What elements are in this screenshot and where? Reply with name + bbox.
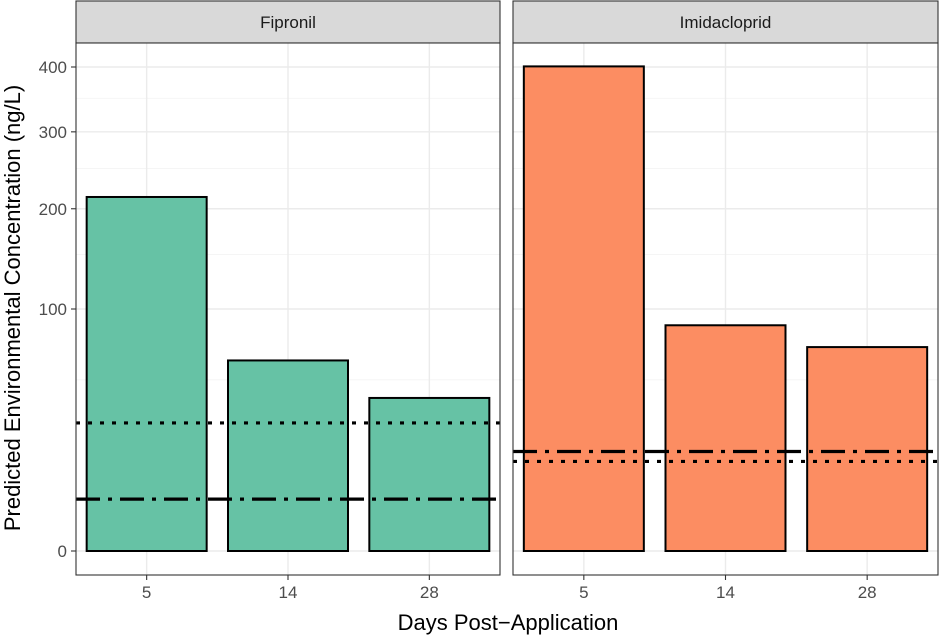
bar-fipronil-day-28 (368, 396, 491, 553)
y-tick-label: 300 (39, 123, 67, 142)
bar-imidacloprid-day-14 (664, 324, 787, 553)
y-tick-label: 200 (39, 200, 67, 219)
bar-fipronil-day-14 (227, 359, 349, 552)
bar-imidacloprid-day-28 (806, 346, 929, 553)
facet-strip (512, 0, 939, 44)
x-tick-label: 5 (142, 583, 151, 602)
x-tick-label: 14 (279, 583, 298, 602)
y-axis-title: Predicted Environmental Concentration (n… (0, 85, 25, 531)
x-tick-label: 5 (579, 583, 588, 602)
bar-fipronil-day-5 (85, 195, 208, 552)
y-tick-label: 400 (39, 58, 67, 77)
x-tick-label: 14 (716, 583, 735, 602)
panels-layer: Fipronil 5 14 28 Imidacloprid 5 14 28 (75, 0, 939, 602)
y-axis: 0 100 200 300 400 (39, 58, 76, 561)
bar-imidacloprid-day-5 (522, 65, 645, 552)
facet-strip-label: Imidacloprid (680, 13, 772, 32)
x-tick-label: 28 (858, 583, 877, 602)
facet-strip-label: Fipronil (260, 13, 316, 32)
x-axis-title: Days Post−Application (398, 610, 619, 635)
y-tick-label: 0 (58, 542, 67, 561)
facet-strip (75, 0, 501, 44)
panel-fipronil: Fipronil 5 14 28 (75, 0, 501, 602)
x-tick-label: 28 (420, 583, 439, 602)
panel-imidacloprid: Imidacloprid 5 14 28 (512, 0, 939, 602)
y-tick-label: 100 (39, 300, 67, 319)
